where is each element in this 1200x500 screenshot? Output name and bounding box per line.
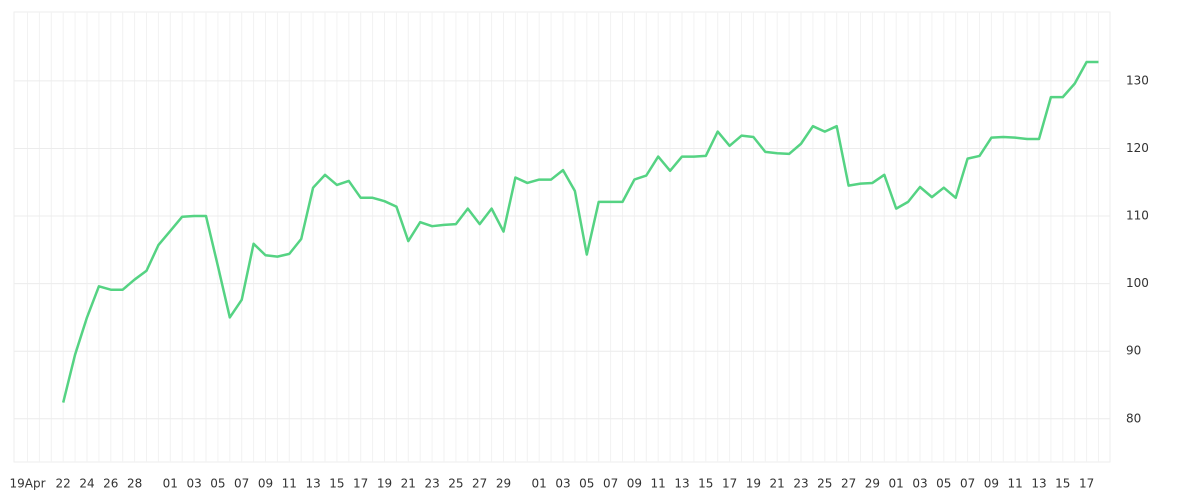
x-tick-label: 19Apr [9, 477, 45, 491]
x-tick-label: 03 [555, 477, 570, 491]
line [61, 60, 1099, 403]
x-tick-label: 09 [627, 477, 642, 491]
x-tick-label: 01 [163, 477, 178, 491]
x-tick-label: 27 [472, 477, 487, 491]
y-tick-label: 120 [1126, 141, 1149, 155]
x-tick-label: 01 [889, 477, 904, 491]
x-tick-label: 27 [841, 477, 856, 491]
x-tick-label: 09 [258, 477, 273, 491]
x-tick-label: 05 [936, 477, 951, 491]
x-tick-label: 03 [186, 477, 201, 491]
x-tick-label: 03 [912, 477, 927, 491]
y-tick-label: 110 [1126, 209, 1149, 223]
x-tick-label: 09 [984, 477, 999, 491]
x-tick-label: 17 [722, 477, 737, 491]
x-tick-label: 11 [282, 477, 297, 491]
y-tick-label: 90 [1126, 344, 1141, 358]
x-tick-label: 11 [1008, 477, 1023, 491]
x-tick-label: 05 [210, 477, 225, 491]
x-tick-label: 29 [865, 477, 880, 491]
x-tick-label: 07 [603, 477, 618, 491]
x-tick-label: 05 [579, 477, 594, 491]
x-tick-label: 13 [1031, 477, 1046, 491]
x-tick-label: 29 [496, 477, 511, 491]
x-tick-label: 17 [353, 477, 368, 491]
x-tick-label: 23 [424, 477, 439, 491]
x-tick-label: 19 [377, 477, 392, 491]
plot-area [13, 11, 1111, 463]
x-tick-label: 15 [698, 477, 713, 491]
x-tick-label: 28 [127, 477, 142, 491]
x-tick-label: 25 [817, 477, 832, 491]
x-tick-label: 26 [103, 477, 118, 491]
x-tick-label: 25 [448, 477, 463, 491]
x-tick-label: 22 [56, 477, 71, 491]
x-tick-label: 13 [305, 477, 320, 491]
x-tick-label: 13 [674, 477, 689, 491]
x-tick-label: 07 [234, 477, 249, 491]
x-tick-label: 17 [1079, 477, 1094, 491]
x-tick-label: 21 [401, 477, 416, 491]
x-tick-label: 01 [532, 477, 547, 491]
x-tick-label: 23 [793, 477, 808, 491]
x-tick-label: 07 [960, 477, 975, 491]
x-tick-label: 21 [770, 477, 785, 491]
y-tick-label: 100 [1126, 276, 1149, 290]
x-tick-label: 15 [1055, 477, 1070, 491]
x-tick-label: 19 [746, 477, 761, 491]
y-tick-label: 130 [1126, 73, 1149, 87]
y-tick-label: 80 [1126, 411, 1141, 425]
x-tick-label: 11 [651, 477, 666, 491]
x-tick-label: 15 [329, 477, 344, 491]
x-tick-label: 24 [79, 477, 94, 491]
